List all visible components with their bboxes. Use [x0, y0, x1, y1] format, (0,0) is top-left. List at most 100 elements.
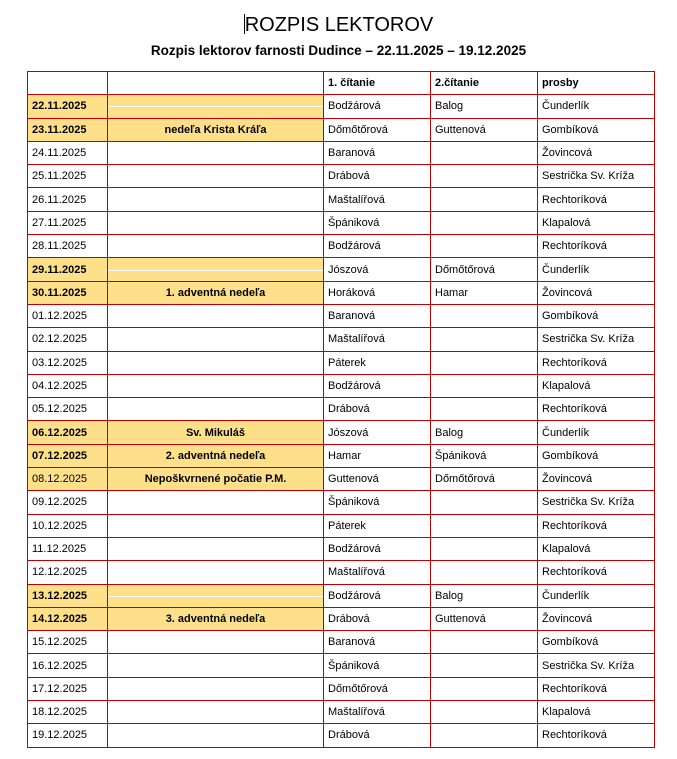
date-cell: 27.11.2025 — [27, 210, 108, 236]
occasion-cell: Nepoškvrnené počatie P.M. — [107, 467, 324, 492]
table-row: 27.11.2025 Špániková Klapalová — [27, 210, 655, 236]
second-reading-cell — [430, 234, 538, 259]
prayers-cell: Sestrička Sv. Kríža — [537, 164, 655, 189]
date-cell: 13.12.2025 — [27, 583, 108, 608]
table-row: 03.12.2025 Páterek Rechtoríková — [27, 350, 655, 375]
date-cell: 09.12.2025 — [27, 490, 108, 515]
second-reading-cell — [430, 513, 538, 538]
occasion-cell — [107, 373, 324, 399]
date-cell: 03.12.2025 — [27, 350, 108, 375]
prayers-cell: Žovincová — [537, 280, 655, 305]
second-reading-cell — [430, 397, 538, 422]
occasion-cell — [107, 490, 324, 515]
prayers-cell: Rechtoríková — [537, 676, 655, 702]
table-row: 13.12.2025 Bodžárová Balog Čunderlík — [27, 583, 655, 608]
occasion-cell — [107, 327, 324, 352]
first-reading-cell: Páterek — [323, 350, 431, 375]
occasion-cell — [107, 210, 324, 236]
occasion-cell — [107, 583, 324, 608]
table-row: 02.12.2025 Maštalířová Sestrička Sv. Kríža — [27, 327, 655, 352]
title-text: ROZPIS LEKTOROV — [244, 14, 434, 36]
first-reading-cell: Bodžárová — [323, 583, 431, 608]
date-cell: 30.11.2025 — [27, 280, 108, 305]
prayers-cell: Žovincová — [537, 467, 655, 492]
second-reading-cell — [430, 164, 538, 189]
occasion-cell: 3. adventná nedeľa — [107, 606, 324, 632]
header-date — [27, 70, 108, 96]
first-reading-cell: Baranová — [323, 630, 431, 655]
prayers-cell: Čunderlík — [537, 94, 655, 119]
occasion-cell — [107, 513, 324, 538]
first-reading-cell: Maštalířová — [323, 187, 431, 212]
occasion-cell: 2. adventná nedeľa — [107, 443, 324, 469]
occasion-cell — [107, 676, 324, 702]
header-prayers: prosby — [537, 70, 655, 96]
date-cell: 26.11.2025 — [27, 187, 108, 212]
first-reading-cell: Dőmőtőrová — [323, 676, 431, 702]
first-reading-cell: Drábová — [323, 164, 431, 189]
prayers-cell: Gombíková — [537, 303, 655, 329]
occasion-cell — [107, 560, 324, 585]
table-row: 09.12.2025 Špániková Sestrička Sv. Kríža — [27, 490, 655, 515]
prayers-cell: Klapalová — [537, 210, 655, 236]
first-reading-cell: Bodžárová — [323, 94, 431, 119]
table-row: 12.12.2025 Maštalířová Rechtoríková — [27, 560, 655, 585]
document-title: ROZPIS LEKTOROV — [0, 14, 677, 37]
second-reading-cell: Špániková — [430, 443, 538, 469]
occasion-cell — [107, 350, 324, 375]
date-cell: 14.12.2025 — [27, 606, 108, 632]
second-reading-cell: Dőmőtőrová — [430, 257, 538, 282]
date-cell: 04.12.2025 — [27, 373, 108, 399]
date-cell: 24.11.2025 — [27, 140, 108, 166]
date-cell: 11.12.2025 — [27, 536, 108, 562]
table-row: 15.12.2025 Baranová Gombíková — [27, 630, 655, 655]
lector-schedule-table: 1. čítanie 2.čítanie prosby 22.11.2025 Bo… — [27, 70, 655, 748]
first-reading-cell: Baranová — [323, 140, 431, 166]
date-cell: 12.12.2025 — [27, 560, 108, 585]
cell-divider-line — [108, 595, 323, 597]
prayers-cell: Rechtoríková — [537, 187, 655, 212]
first-reading-cell: Maštalířová — [323, 700, 431, 725]
occasion-cell — [107, 234, 324, 259]
header-occasion — [107, 70, 324, 96]
occasion-cell — [107, 700, 324, 725]
date-cell: 01.12.2025 — [27, 303, 108, 329]
occasion-cell — [107, 653, 324, 678]
occasion-cell — [107, 397, 324, 422]
table-row: 18.12.2025 Maštalířová Klapalová — [27, 700, 655, 725]
header-first-reading: 1. čítanie — [323, 70, 431, 96]
prayers-cell: Gombíková — [537, 443, 655, 469]
header-second-reading: 2.čítanie — [430, 70, 538, 96]
second-reading-cell — [430, 490, 538, 515]
prayers-cell: Čunderlík — [537, 583, 655, 608]
table-header-row: 1. čítanie 2.čítanie prosby — [27, 70, 655, 96]
first-reading-cell: Bodžárová — [323, 373, 431, 399]
first-reading-cell: Guttenová — [323, 467, 431, 492]
prayers-cell: Klapalová — [537, 700, 655, 725]
date-cell: 25.11.2025 — [27, 164, 108, 189]
table-row: 05.12.2025 Drábová Rechtoríková — [27, 397, 655, 422]
date-cell: 06.12.2025 — [27, 420, 108, 445]
date-cell: 10.12.2025 — [27, 513, 108, 538]
date-cell: 29.11.2025 — [27, 257, 108, 282]
first-reading-cell: Páterek — [323, 513, 431, 538]
occasion-cell: 1. adventná nedeľa — [107, 280, 324, 305]
table-row: 22.11.2025 Bodžárová Balog Čunderlík — [27, 94, 655, 119]
date-cell: 18.12.2025 — [27, 700, 108, 725]
second-reading-cell — [430, 676, 538, 702]
second-reading-cell — [430, 630, 538, 655]
second-reading-cell — [430, 303, 538, 329]
date-cell: 16.12.2025 — [27, 653, 108, 678]
prayers-cell: Rechtoríková — [537, 723, 655, 748]
table-row: 24.11.2025 Baranová Žovincová — [27, 140, 655, 166]
second-reading-cell — [430, 210, 538, 236]
first-reading-cell: Drábová — [323, 397, 431, 422]
prayers-cell: Rechtoríková — [537, 560, 655, 585]
table-row: 07.12.2025 2. adventná nedeľa Hamar Špániko… — [27, 443, 655, 469]
occasion-cell — [107, 303, 324, 329]
table-row: 11.12.2025 Bodžárová Klapalová — [27, 536, 655, 562]
prayers-cell: Čunderlík — [537, 420, 655, 445]
second-reading-cell — [430, 350, 538, 375]
prayers-cell: Gombíková — [537, 117, 655, 142]
occasion-cell — [107, 94, 324, 119]
